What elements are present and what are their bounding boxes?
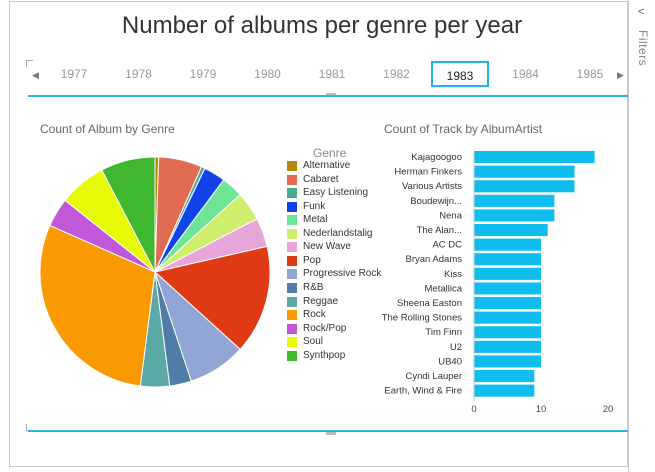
bar[interactable]: [474, 340, 541, 353]
legend-label: Pop: [303, 254, 321, 266]
bar-category-label: Herman Finkers: [394, 167, 462, 178]
legend-label: New Wave: [303, 241, 351, 253]
legend-label: Nederlandstalig: [303, 227, 373, 239]
legend-swatch: [287, 215, 297, 226]
bar-category-label: Tim Finn: [425, 327, 462, 338]
legend-swatch: [287, 323, 297, 334]
genre-pie-chart[interactable]: [35, 152, 275, 392]
legend-swatch: [287, 350, 297, 361]
legend-label: Progressive Rock: [303, 268, 382, 280]
report-border: [9, 1, 628, 467]
legend-swatch: [287, 174, 297, 185]
bar-chart-title: Count of Track by AlbumArtist: [384, 122, 543, 136]
resize-handle[interactable]: [326, 93, 336, 96]
legend-label: Rock: [303, 309, 326, 321]
filters-pane[interactable]: < Filters: [628, 0, 655, 472]
bar[interactable]: [474, 267, 541, 280]
timeline-year[interactable]: 1985: [576, 67, 604, 81]
bottom-divider: [28, 430, 628, 432]
bar-category-label: AC DC: [432, 240, 462, 251]
legend-label: Metal: [303, 214, 328, 226]
bar[interactable]: [474, 238, 541, 251]
legend-swatch: [287, 255, 297, 266]
bar-category-label: Bryan Adams: [406, 254, 463, 265]
bar-category-label: Boudewijn...: [410, 196, 462, 207]
bar[interactable]: [474, 370, 535, 383]
x-tick-label: 20: [603, 404, 614, 415]
bar[interactable]: [474, 151, 595, 164]
timeline-prev-icon[interactable]: ◀: [32, 70, 39, 80]
artist-bar-chart[interactable]: Kajagoogoo Herman Finkers Various Artists B…: [360, 145, 622, 415]
legend-label: R&B: [303, 281, 324, 293]
timeline-year[interactable]: 1977: [60, 67, 88, 81]
legend-label: Rock/Pop: [303, 322, 347, 334]
report-canvas: Number of albums per genre per year ◀ 19…: [9, 1, 630, 467]
x-tick-label: 0: [471, 404, 476, 415]
legend-swatch: [287, 337, 297, 348]
legend-swatch: [287, 269, 297, 280]
timeline-next-icon[interactable]: ▶: [617, 70, 624, 80]
bar-category-label: Cyndi Lauper: [405, 371, 462, 382]
legend-swatch: [287, 201, 297, 212]
legend-label: Soul: [303, 336, 324, 348]
chevron-left-icon[interactable]: <: [638, 6, 645, 18]
bar-category-label: Kajagoogoo: [411, 152, 462, 163]
bar-category-label: Nena: [439, 210, 462, 221]
bar[interactable]: [474, 209, 555, 222]
bar-category-label: Kiss: [444, 269, 462, 280]
legend-label: Alternative: [303, 160, 351, 171]
timeline-year[interactable]: 1981: [318, 67, 346, 81]
pie-slice[interactable]: [153, 245, 271, 351]
legend-swatch: [287, 161, 297, 171]
pie-slice[interactable]: [101, 156, 156, 273]
bar-category-label: U2: [450, 342, 462, 353]
legend-label: Reggae: [303, 295, 339, 307]
legend-label: Easy Listening: [303, 187, 369, 199]
page-title: Number of albums per genre per year: [121, 12, 523, 39]
legend-swatch: [287, 282, 297, 293]
legend-swatch: [287, 310, 297, 321]
bar[interactable]: [474, 224, 548, 237]
bar-category-label: UB40: [438, 356, 462, 367]
legend-label: Cabaret: [303, 173, 339, 185]
timeline-year[interactable]: 1982: [383, 67, 410, 81]
bar[interactable]: [474, 194, 555, 207]
bar-category-label: Various Artists: [402, 181, 462, 192]
bar[interactable]: [474, 384, 535, 397]
bar[interactable]: [474, 282, 541, 295]
bar[interactable]: [474, 326, 541, 339]
resize-handle[interactable]: [326, 432, 336, 435]
bar-category-label: The Alan...: [417, 225, 462, 236]
year-timeline-slicer[interactable]: ◀ 1977 1978 1979 1980 1981 1982 1983 1984 1985 ▶: [28, 61, 628, 88]
bar-category-label: Earth, Wind & Fire: [384, 386, 462, 397]
legend-title: Genre: [313, 146, 347, 160]
bar[interactable]: [474, 355, 541, 368]
bar-category-label: Sheena Easton: [397, 298, 462, 309]
bar-category-label: The Rolling Stones: [382, 313, 463, 324]
timeline-divider: [28, 95, 628, 97]
legend-swatch: [287, 242, 297, 253]
timeline-year[interactable]: 1979: [189, 67, 217, 81]
bar[interactable]: [474, 253, 541, 266]
timeline-year[interactable]: 1983: [431, 61, 489, 87]
x-tick-label: 10: [536, 404, 547, 415]
bar[interactable]: [474, 165, 575, 178]
bar[interactable]: [474, 180, 575, 193]
timeline-year[interactable]: 1980: [254, 67, 281, 81]
timeline-year[interactable]: 1978: [125, 67, 152, 81]
legend-swatch: [287, 228, 297, 239]
bar[interactable]: [474, 297, 541, 310]
pie-chart-title: Count of Album by Genre: [40, 122, 175, 136]
timeline-year[interactable]: 1984: [512, 67, 539, 81]
slicer-corner: [26, 60, 33, 67]
filters-label: Filters: [636, 30, 650, 67]
legend-swatch: [287, 296, 297, 307]
bar[interactable]: [474, 311, 541, 324]
bar-category-label: Metallica: [425, 283, 463, 294]
legend-label: Funk: [303, 200, 326, 212]
pie-slice[interactable]: [39, 224, 156, 387]
legend-swatch: [287, 188, 297, 199]
legend-label: Synthpop: [303, 349, 346, 361]
